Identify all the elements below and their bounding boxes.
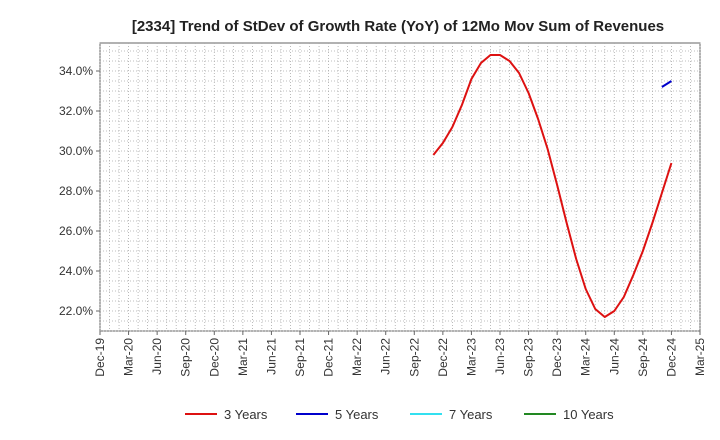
grid (99, 43, 701, 332)
y-tick-label: 32.0% (59, 104, 93, 118)
x-tick-label: Mar-22 (350, 338, 364, 376)
y-tick-label: 26.0% (59, 224, 93, 238)
x-tick-label: Dec-21 (322, 338, 336, 377)
y-axis: 22.0% 24.0% 26.0% 28.0% 30.0% 32.0% 34.0% (59, 64, 100, 318)
x-tick-label: Sep-22 (407, 338, 421, 377)
x-tick-label: Mar-23 (464, 338, 478, 376)
x-tick-label: Jun-22 (379, 338, 393, 375)
x-tick-label: Dec-20 (207, 338, 221, 377)
x-tick-label: Dec-23 (550, 338, 564, 377)
x-tick-label: Sep-23 (522, 338, 536, 377)
series-group (432, 54, 673, 318)
x-tick-label: Dec-19 (93, 338, 107, 377)
legend-label: 7 Years (449, 407, 493, 422)
x-tick-label: Dec-22 (436, 338, 450, 377)
legend: 3 Years 5 Years 7 Years 10 Years (185, 407, 614, 422)
y-tick-label: 22.0% (59, 304, 93, 318)
chart-title: [2334] Trend of StDev of Growth Rate (Yo… (132, 18, 664, 35)
x-tick-label: Jun-21 (264, 338, 278, 375)
x-tick-label: Dec-24 (664, 338, 678, 377)
x-tick-label: Mar-20 (122, 338, 136, 376)
y-tick-label: 30.0% (59, 144, 93, 158)
x-tick-label: Jun-24 (607, 338, 621, 375)
y-tick-label: 28.0% (59, 184, 93, 198)
x-tick-label: Sep-21 (293, 338, 307, 377)
x-tick-label: Jun-23 (493, 338, 507, 375)
series-line-3-years (432, 54, 673, 318)
x-tick-label: Mar-25 (693, 338, 707, 376)
x-tick-label: Mar-21 (236, 338, 250, 376)
y-tick-label: 24.0% (59, 264, 93, 278)
legend-label: 3 Years (224, 407, 268, 422)
x-tick-label: Sep-24 (636, 338, 650, 377)
series-line-5-years (661, 80, 672, 88)
x-tick-label: Jun-20 (150, 338, 164, 375)
legend-label: 10 Years (563, 407, 614, 422)
y-tick-label: 34.0% (59, 64, 93, 78)
x-axis: Dec-19 Mar-20 Jun-20 Sep-20 Dec-20 Mar-21 Jun-… (93, 331, 707, 377)
x-tick-label: Sep-20 (179, 338, 193, 377)
plot-area (99, 42, 701, 332)
legend-label: 5 Years (335, 407, 379, 422)
x-tick-label: Mar-24 (579, 338, 593, 376)
